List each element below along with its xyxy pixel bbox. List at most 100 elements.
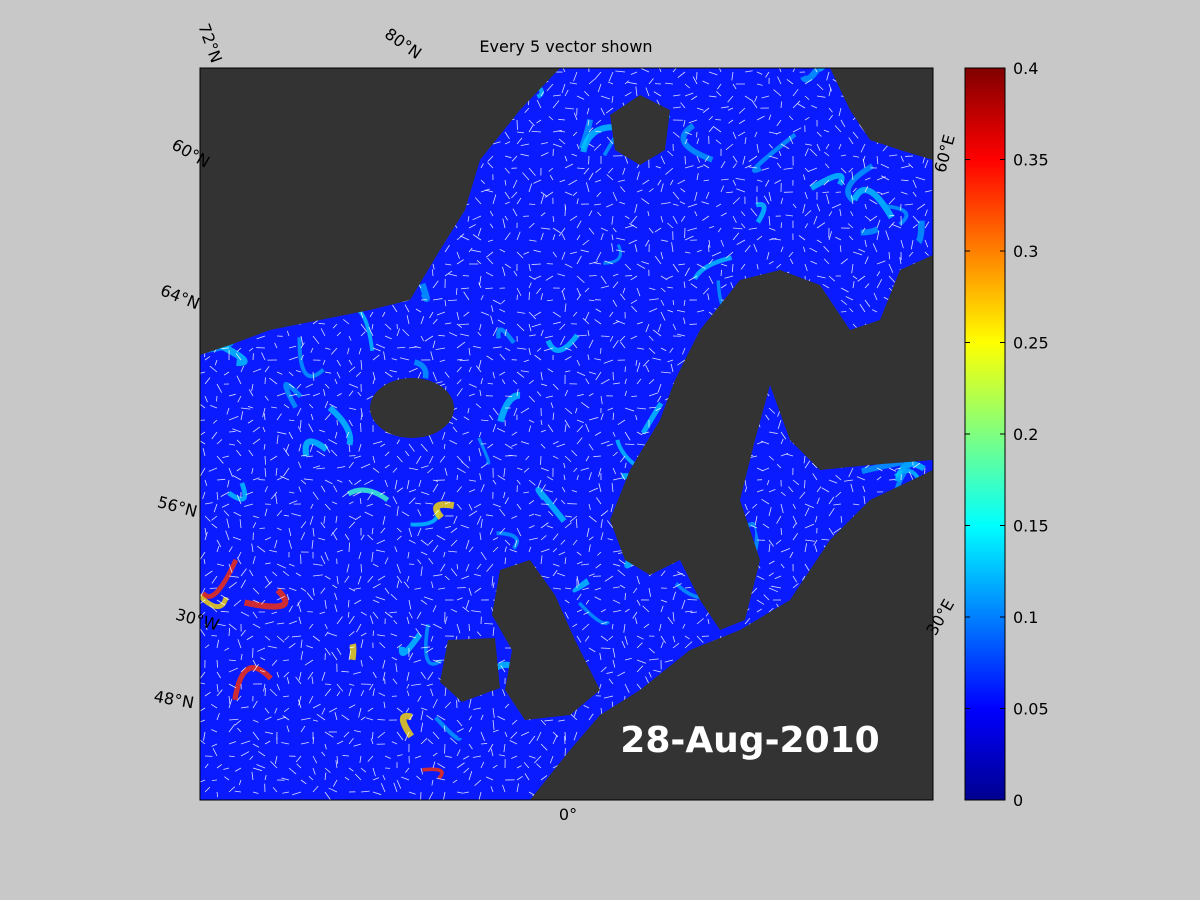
current-vector <box>490 786 494 793</box>
current-vector <box>645 323 650 333</box>
current-vector <box>256 335 266 340</box>
current-vector <box>600 622 608 625</box>
current-vector <box>684 165 694 169</box>
current-vector <box>804 543 808 553</box>
current-vector <box>452 426 458 433</box>
current-vector <box>636 683 642 691</box>
current-vector <box>616 237 626 241</box>
current-vector <box>744 503 748 511</box>
current-vector <box>848 235 854 241</box>
current-vector <box>372 563 379 568</box>
current-vector <box>684 83 691 89</box>
current-vector <box>724 275 734 279</box>
current-vector <box>465 539 470 550</box>
current-vector <box>468 510 478 517</box>
current-vector <box>228 623 237 631</box>
current-vector <box>251 543 254 553</box>
current-vector <box>531 130 542 133</box>
current-vector <box>456 366 462 373</box>
current-vector <box>516 775 523 781</box>
current-vector <box>588 544 591 553</box>
current-vector <box>247 419 254 424</box>
current-vector <box>804 210 812 217</box>
current-vector <box>238 779 242 786</box>
current-streak <box>535 486 567 523</box>
current-vector <box>216 491 219 500</box>
current-vector <box>405 767 410 773</box>
current-vector <box>408 791 416 795</box>
current-vector <box>288 587 297 592</box>
current-vector <box>236 557 242 565</box>
current-vector <box>319 429 326 433</box>
current-vector <box>504 347 511 351</box>
current-vector <box>716 83 722 90</box>
current-vector <box>511 719 518 725</box>
current-vector <box>924 239 929 248</box>
current-vector <box>432 659 442 664</box>
current-vector <box>636 321 643 325</box>
current-vector <box>472 345 482 349</box>
current-vector <box>300 651 304 661</box>
current-vector <box>492 537 499 541</box>
current-vector <box>670 363 674 373</box>
current-vector <box>768 560 775 565</box>
current-streak <box>243 587 289 610</box>
current-vector <box>324 688 332 697</box>
current-vector <box>576 275 585 283</box>
current-vector <box>677 333 686 337</box>
current-vector <box>732 179 737 186</box>
current-vector <box>531 263 542 265</box>
current-vector <box>660 215 664 223</box>
current-vector <box>588 443 594 451</box>
current-vector <box>298 486 302 493</box>
current-vector <box>813 215 818 225</box>
current-vector <box>717 227 722 233</box>
current-vector <box>456 791 463 794</box>
current-vector <box>480 295 484 301</box>
current-vector <box>780 431 787 440</box>
current-vector <box>376 549 386 553</box>
current-vector <box>864 283 870 289</box>
current-vector <box>630 275 638 281</box>
current-vector <box>776 119 782 127</box>
current-vector <box>564 263 573 268</box>
current-vector <box>252 623 261 629</box>
current-vector <box>324 371 332 374</box>
current-vector <box>312 465 321 469</box>
current-vector <box>491 305 494 313</box>
current-vector <box>726 191 734 194</box>
current-vector <box>768 260 774 265</box>
current-vector <box>768 607 774 613</box>
current-vector <box>756 467 764 472</box>
current-vector <box>204 377 211 385</box>
current-vector <box>428 539 434 545</box>
current-vector <box>773 89 782 97</box>
current-vector <box>648 406 656 409</box>
current-vector <box>664 82 674 85</box>
current-vector <box>587 354 590 361</box>
current-vector <box>540 212 546 217</box>
current-vector <box>498 754 506 757</box>
current-vector <box>828 527 835 536</box>
current-streak <box>418 282 430 303</box>
current-vector <box>477 331 482 337</box>
current-vector <box>444 322 452 325</box>
current-vector <box>330 527 338 536</box>
current-vector <box>513 270 518 277</box>
current-vector <box>528 263 531 272</box>
current-vector <box>228 575 239 578</box>
current-vector <box>312 755 318 764</box>
current-vector <box>588 172 594 181</box>
current-vector <box>707 618 710 625</box>
current-vector <box>659 623 662 632</box>
current-vector <box>335 515 338 523</box>
current-vector <box>742 155 746 165</box>
current-vector <box>528 125 534 133</box>
current-vector <box>252 700 258 709</box>
current-vector <box>360 407 363 417</box>
current-vector <box>492 479 497 485</box>
current-vector <box>463 767 470 774</box>
current-vector <box>323 515 326 524</box>
current-vector <box>628 239 638 245</box>
current-vector <box>809 247 818 253</box>
